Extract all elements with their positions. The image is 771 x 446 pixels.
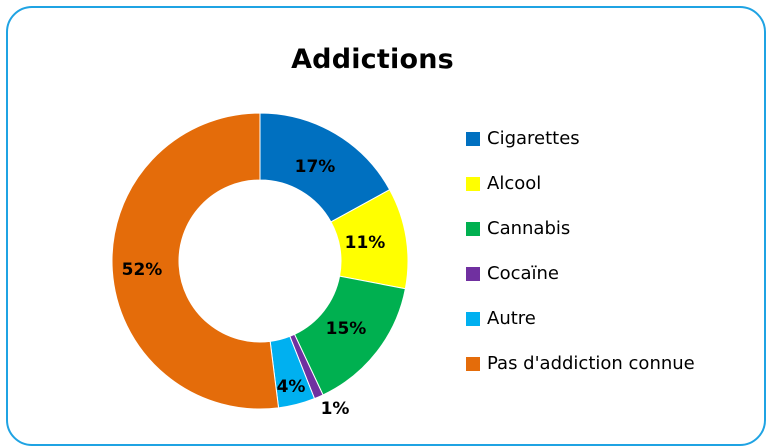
donut-data-labels: 17% 11% 15% 1% 4% 52% [122, 157, 386, 419]
legend-label: Pas d'addiction connue [487, 353, 695, 374]
data-label-autre: 4% [277, 377, 306, 397]
legend-label: Cannabis [487, 218, 571, 239]
data-label-cannabis: 15% [326, 319, 367, 339]
legend-item: Cannabis [466, 206, 695, 251]
chart-title: Addictions [291, 44, 454, 75]
legend-swatch [466, 311, 480, 326]
legend-swatch [466, 131, 480, 146]
slice-pas-d-addiction-connue [111, 112, 280, 410]
legend-item: Alcool [466, 161, 695, 206]
legend-swatch [466, 356, 480, 371]
legend-label: Cocaïne [487, 263, 559, 284]
legend-label: Alcool [487, 173, 542, 194]
legend-label: Autre [487, 308, 536, 329]
data-label-cigarettes: 17% [295, 157, 336, 177]
legend-item: Cocaïne [466, 251, 695, 296]
legend-item: Autre [466, 296, 695, 341]
chart-legend: Cigarettes Alcool Cannabis Cocaïne Autre Pas … [466, 116, 695, 386]
donut-slices [111, 112, 409, 410]
legend-swatch [466, 266, 480, 281]
donut-chart: 17% 11% 15% 1% 4% 52% [111, 112, 409, 419]
data-label-pas-d-addiction-connue: 52% [122, 260, 163, 280]
legend-item: Cigarettes [466, 116, 695, 161]
legend-label: Cigarettes [487, 128, 580, 149]
data-label-coca-ne: 1% [321, 399, 350, 419]
legend-swatch [466, 176, 480, 191]
legend-item: Pas d'addiction connue [466, 341, 695, 386]
data-label-alcool: 11% [345, 233, 386, 253]
legend-swatch [466, 221, 480, 236]
